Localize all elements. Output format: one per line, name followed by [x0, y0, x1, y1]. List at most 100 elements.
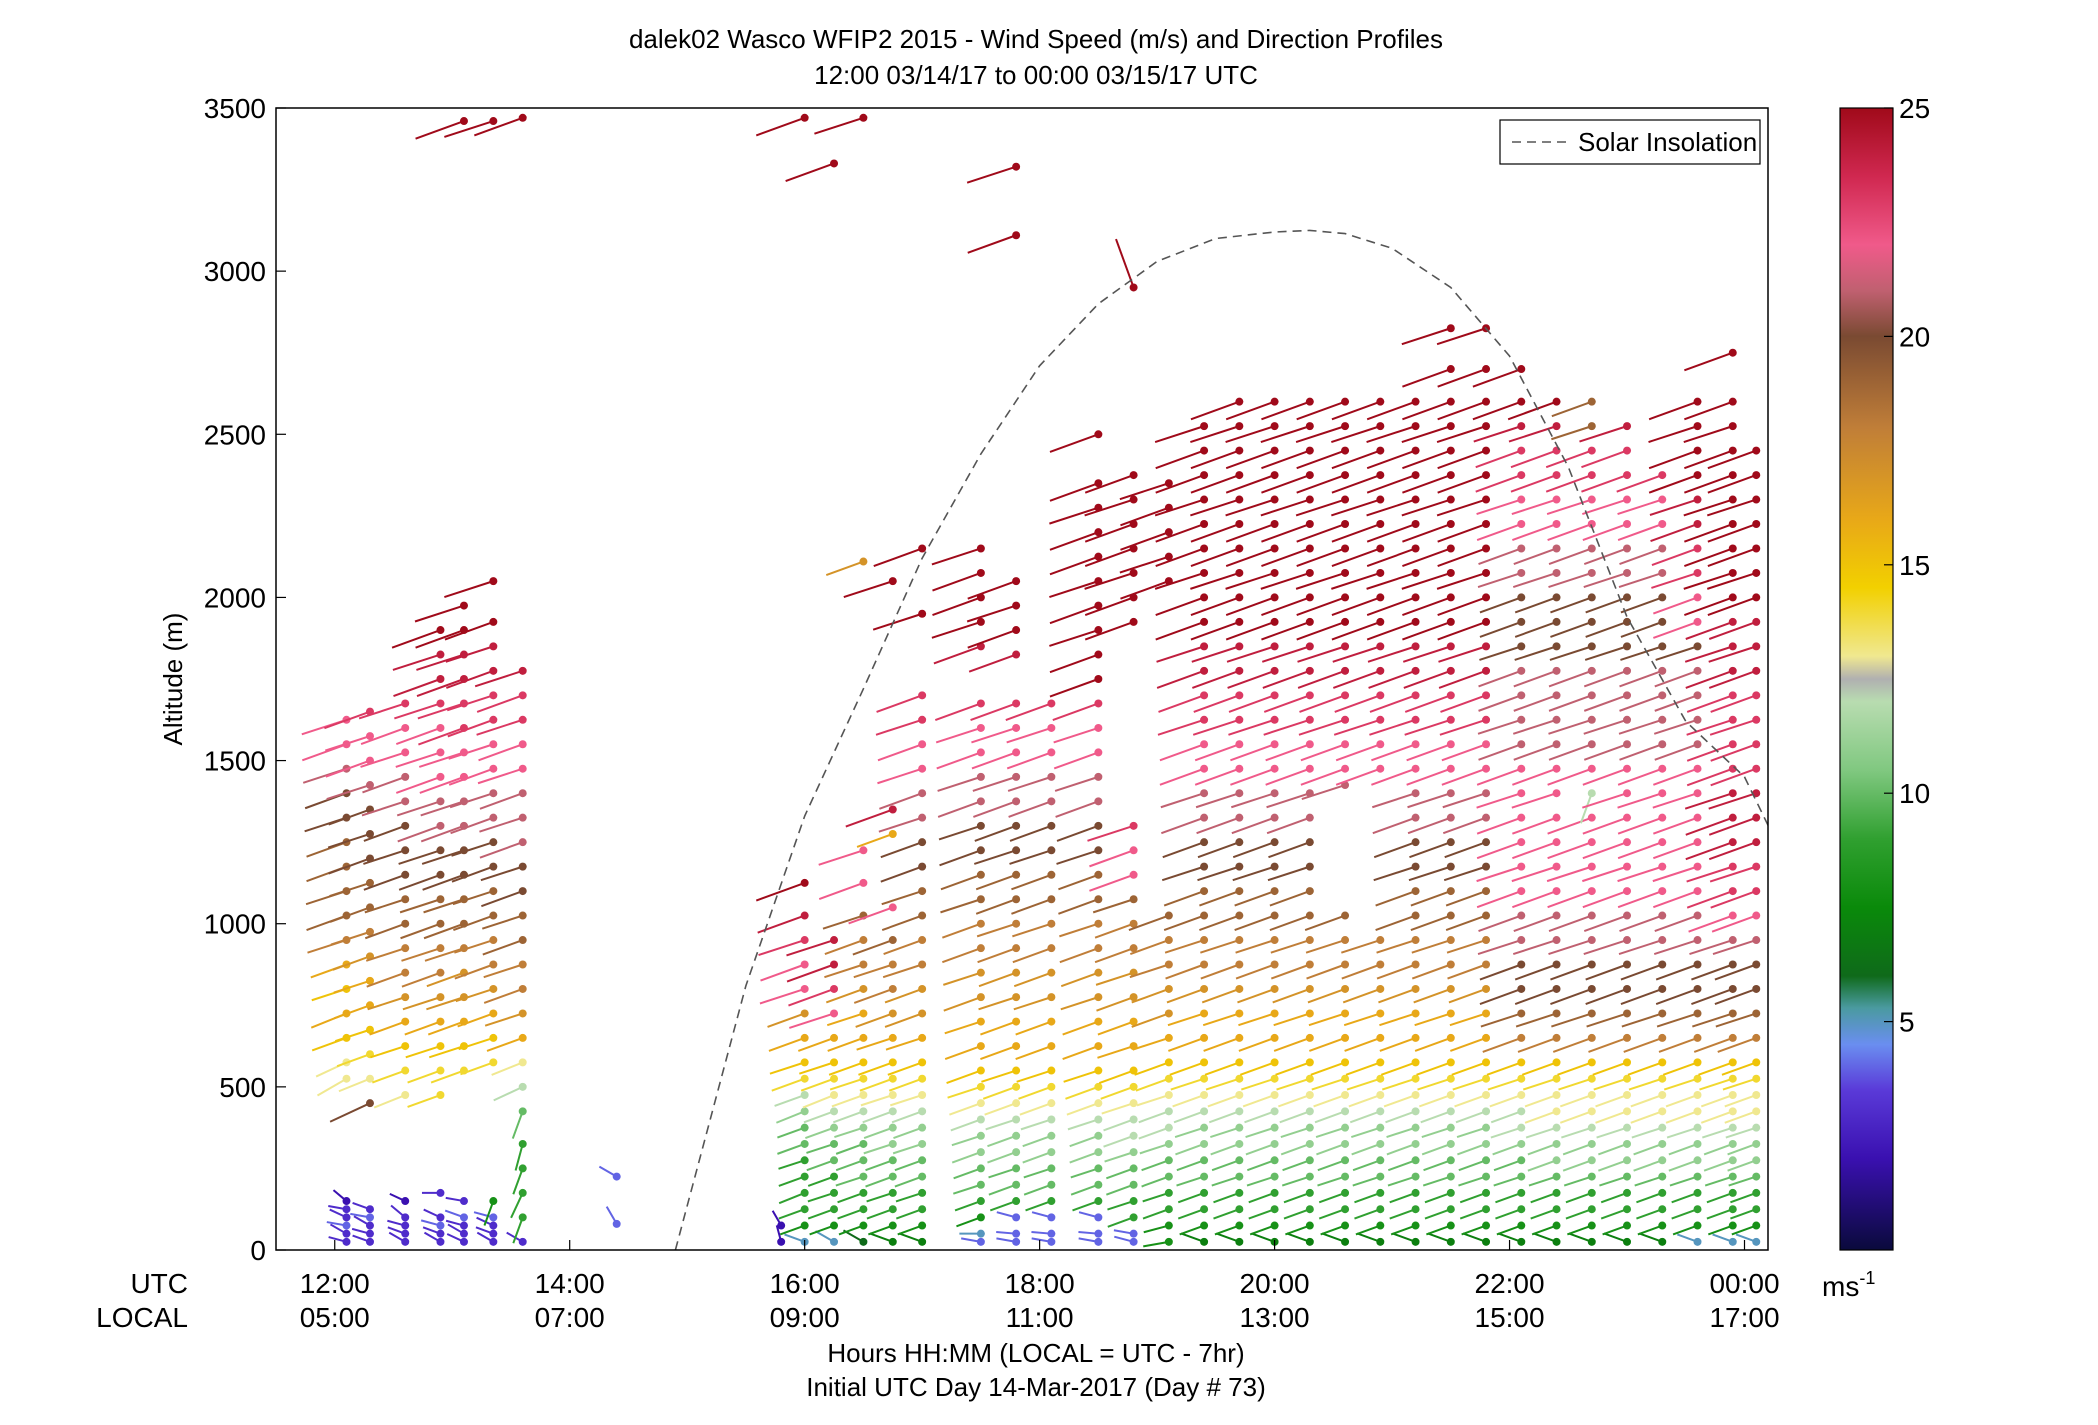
wind-barb-stem [1592, 1061, 1628, 1076]
wind-barb-stem [1261, 474, 1311, 494]
wind-barb [1547, 764, 1596, 786]
wind-barb-dot [1587, 887, 1596, 896]
wind-barb-dot [1482, 960, 1491, 969]
wind-barb [1019, 1099, 1056, 1116]
wind-barb [1598, 1156, 1632, 1172]
wind-barb [1493, 1172, 1526, 1187]
wind-barb-stem [1684, 645, 1734, 663]
wind-barb [853, 984, 897, 1004]
wind-barb [1616, 471, 1667, 493]
wind-barb-stem [1487, 1077, 1522, 1091]
wind-barb-stem [1617, 767, 1663, 786]
wind-barb-stem [1379, 1036, 1416, 1052]
wind-barb-dot [1552, 984, 1561, 993]
wind-barb [1157, 715, 1209, 736]
wind-barb [824, 936, 868, 955]
wind-barb-dot [1446, 1237, 1455, 1246]
plot-frame [275, 107, 1769, 1251]
wind-barb-dot [1587, 1221, 1596, 1230]
wind-barb [1249, 1221, 1279, 1236]
x-tick-label-utc: 12:00 [300, 1268, 370, 1299]
wind-barb-dot [1411, 984, 1420, 993]
wind-barb [881, 911, 927, 932]
wind-barb [944, 1017, 985, 1035]
wind-barb-dot [1587, 936, 1596, 945]
x-tick-label-local: 17:00 [1709, 1302, 1779, 1333]
wind-barb [1728, 1172, 1761, 1187]
wind-barb [1261, 471, 1314, 494]
wind-barb [1653, 617, 1702, 639]
wind-barb [1710, 887, 1761, 909]
wind-barb-dot [1164, 552, 1173, 561]
wind-barb-stem [862, 1110, 894, 1124]
wind-barb-dot [1164, 960, 1173, 969]
wind-barb-dot [1129, 870, 1138, 879]
wind-barb [1691, 960, 1737, 981]
wind-barb [398, 870, 445, 891]
wind-barb-stem [1049, 653, 1099, 674]
wind-barb [933, 642, 985, 665]
wind-barb-stem [1717, 1036, 1757, 1053]
wind-barb [1437, 365, 1491, 388]
wind-barb-dot [1587, 1033, 1596, 1042]
wind-barb-dot [1446, 911, 1455, 920]
wind-barb-stem [358, 702, 406, 720]
wind-barb-stem [1550, 620, 1593, 638]
wind-barb-stem [863, 1143, 894, 1155]
wind-barb [1497, 1232, 1526, 1246]
wind-barb [1619, 740, 1667, 761]
wind-barb [1631, 1123, 1667, 1139]
wind-barb [1472, 365, 1526, 388]
wind-barb-dot [1752, 764, 1761, 773]
wind-barb [856, 1033, 897, 1051]
wind-barb [446, 1233, 468, 1246]
wind-barb [1547, 887, 1596, 909]
wind-barb-dot [800, 1033, 809, 1042]
wind-barb [1331, 544, 1385, 568]
wind-barb [937, 797, 985, 818]
wind-barb [881, 887, 927, 906]
wind-barb [1708, 838, 1761, 861]
wind-barb [1478, 911, 1526, 933]
wind-barb-stem [1442, 792, 1487, 809]
wind-barb [1310, 1058, 1350, 1076]
wind-barb-dot [1517, 1091, 1526, 1100]
wind-barb-dot [1200, 813, 1209, 822]
wind-barb-dot [1587, 471, 1596, 480]
wind-barb [1685, 838, 1737, 861]
wind-barb [799, 1058, 839, 1075]
wind-barb-stem [1260, 425, 1311, 443]
wind-barb [814, 1230, 839, 1246]
wind-barb [759, 984, 809, 1005]
wind-barb-dot [1012, 1180, 1021, 1189]
wind-barb-dot [1235, 617, 1244, 626]
wind-barb-dot [342, 1205, 351, 1214]
y-tick-label: 3500 [204, 93, 266, 124]
wind-barb-dot [1728, 740, 1737, 749]
wind-barb [1524, 1107, 1561, 1124]
wind-barb-stem [1709, 718, 1757, 736]
wind-barb [1513, 911, 1561, 933]
wind-barb-dot [1129, 944, 1138, 953]
wind-barb-stem [1521, 1061, 1557, 1076]
wind-barb [971, 723, 1021, 744]
wind-barb [1225, 471, 1279, 494]
wind-barb [778, 1156, 809, 1170]
wind-barb-stem [1225, 523, 1275, 543]
wind-barb-stem [956, 1216, 982, 1228]
wind-barb-stem [1226, 645, 1275, 663]
wind-barb-stem [1190, 425, 1240, 443]
wind-barb [1346, 1074, 1385, 1091]
wind-barb [1103, 1131, 1138, 1148]
wind-barb [1693, 1033, 1737, 1053]
wind-barb-dot [365, 1237, 374, 1246]
wind-barb-stem [1352, 1159, 1381, 1172]
wind-barb-dot [1587, 568, 1596, 577]
wind-barb [1373, 862, 1420, 882]
wind-barb-stem [1568, 1232, 1593, 1243]
wind-barb [1724, 1091, 1761, 1108]
wind-barb [1584, 642, 1632, 661]
wind-barb-stem [1652, 792, 1698, 809]
wind-barb-dot [1623, 1139, 1632, 1148]
wind-barb [423, 1231, 445, 1246]
